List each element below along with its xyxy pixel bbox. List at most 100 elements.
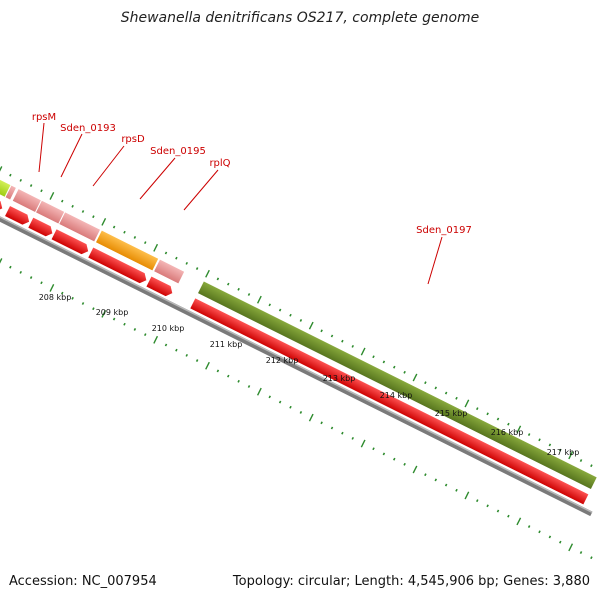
scale-label: 213 kbp [323,374,356,383]
scale-label: 211 kbp [210,340,243,349]
minor-tick [19,178,23,182]
major-tick [360,439,366,448]
minor-tick [455,488,458,492]
minor-tick [164,251,168,255]
minor-tick [486,504,489,508]
cds-arrow [87,246,148,285]
minor-tick [330,334,334,338]
minor-tick [382,452,386,456]
major-tick [153,335,159,344]
minor-tick [403,370,406,374]
minor-tick [123,230,126,234]
major-tick [101,217,107,226]
major-tick [568,451,574,460]
scale-label: 215 kbp [435,409,468,418]
minor-tick [9,173,12,177]
minor-tick [175,256,178,260]
minor-tick [19,270,23,274]
scale-label: 217 kbp [547,448,580,457]
minor-tick [144,241,147,245]
major-tick [205,269,210,278]
minor-tick [403,462,406,466]
minor-tick [29,276,33,279]
minor-tick [579,551,583,554]
cds-bar-Sden_0197 [189,297,590,506]
gene-block-rpsD [57,211,102,243]
minor-tick [444,391,448,395]
gene-label: Sden_0193 [60,123,116,134]
minor-tick [133,328,137,331]
inner-tick-track [0,258,593,560]
scale-label: 216 kbp [491,428,524,437]
minor-tick [590,556,593,560]
minor-tick [320,329,323,333]
minor-tick [434,478,438,482]
minor-tick [496,509,500,513]
minor-tick [227,282,230,286]
minor-tick [195,359,199,362]
minor-tick [227,374,230,378]
major-tick [464,399,470,408]
minor-tick [424,381,427,385]
minor-tick [548,535,552,539]
minor-tick [476,407,479,411]
major-tick [464,491,470,500]
gene-block-pink-start [4,184,18,201]
gene-label: rpsM [32,112,56,123]
minor-tick [341,431,344,435]
callout-lines [38,122,443,285]
minor-tick [92,215,95,219]
minor-tick [434,386,438,390]
gene-label: Sden_0195 [150,146,206,157]
scale-label: 210 kbp [152,324,185,333]
minor-tick [71,296,74,300]
minor-tick [289,405,292,409]
minor-tick [112,317,116,321]
minor-tick [247,385,251,388]
minor-tick [372,355,375,359]
minor-tick [320,421,323,425]
cds-arrow [145,275,174,298]
minor-tick [81,210,85,213]
minor-tick [393,365,396,369]
minor-tick [559,540,562,544]
minor-tick [486,412,489,416]
minor-tick [372,447,375,451]
minor-tick [9,265,12,269]
major-tick [516,517,522,526]
outer-tick-track [0,166,593,468]
accession-text: Accession: NC_007954 [9,574,157,589]
cds-arrow [50,228,90,256]
minor-tick [299,411,303,414]
minor-tick [133,236,137,239]
major-tick [0,258,3,264]
minor-tick [289,313,292,317]
scale-label: 208 kbp [39,293,72,302]
minor-tick [278,308,282,312]
gene-block-Sden_0197 [196,280,599,491]
cds-arrow [3,204,31,226]
minor-tick [351,344,355,348]
minor-tick [60,291,64,295]
minor-tick [579,459,583,462]
map-title: Shewanella denitrificans OS217, complete… [120,10,480,26]
minor-tick [538,530,541,534]
scale-label: 212 kbp [266,356,299,365]
minor-tick [351,436,355,440]
minor-tick [185,261,189,265]
minor-tick [268,303,272,307]
minor-tick [92,307,95,311]
minor-tick [424,473,427,477]
minor-tick [237,379,240,383]
minor-tick [382,360,386,364]
minor-tick [216,277,220,281]
minor-tick [496,417,500,421]
genome-backbone [0,199,593,517]
major-tick [412,373,418,382]
gene-label: Sden_0197 [416,225,472,236]
minor-tick [527,433,531,437]
major-tick [101,309,107,318]
minor-tick [237,287,240,291]
major-tick [308,413,314,422]
